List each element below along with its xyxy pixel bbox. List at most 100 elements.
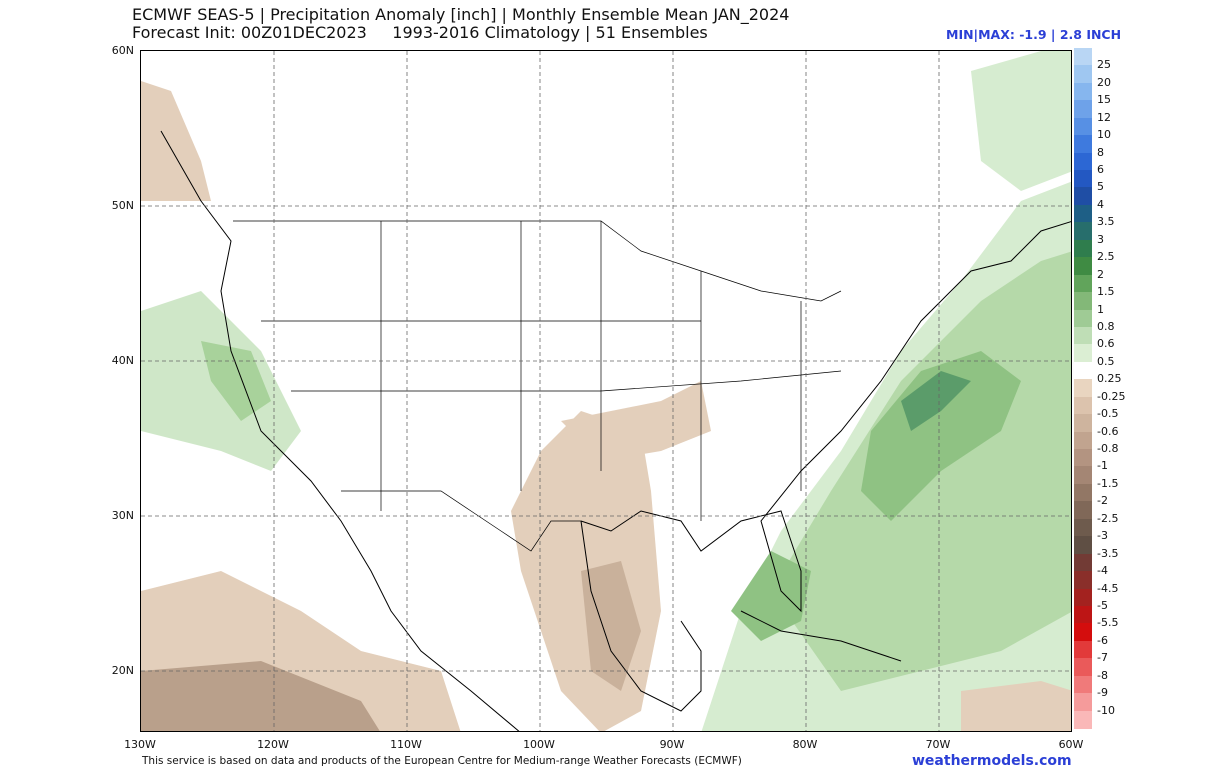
map-subtitle: Forecast Init: 00Z01DEC2023 1993-2016 Cl…	[132, 23, 708, 42]
legend-swatch	[1074, 309, 1092, 328]
lon-label-130w: 130W	[124, 738, 156, 751]
legend-label: -10	[1097, 703, 1115, 717]
legend-swatch	[1074, 501, 1092, 520]
legend-swatch	[1074, 675, 1092, 694]
lat-label-60n: 60N	[111, 44, 134, 57]
legend-swatch	[1074, 170, 1092, 189]
legend-label: -5.5	[1097, 616, 1119, 630]
legend-swatch	[1074, 431, 1092, 450]
lon-label-100w: 100W	[523, 738, 555, 751]
dry-anomaly-bc-coast	[141, 81, 211, 201]
legend-swatch	[1074, 414, 1092, 433]
legend-swatch	[1074, 693, 1092, 712]
legend-swatch	[1074, 65, 1092, 84]
lon-label-80w: 80W	[792, 738, 818, 751]
legend-label: -9	[1097, 686, 1108, 700]
legend-label: -4	[1097, 564, 1108, 578]
wet-anomaly-max	[901, 371, 971, 431]
legend-label: -7	[1097, 651, 1108, 665]
legend-label: -4.5	[1097, 581, 1119, 595]
legend-swatch	[1074, 605, 1092, 624]
legend-swatch	[1074, 222, 1092, 241]
map-title: ECMWF SEAS-5 | Precipitation Anomaly [in…	[132, 5, 790, 24]
legend-swatch	[1074, 466, 1092, 485]
lon-label-90w: 90W	[659, 738, 685, 751]
legend-swatch	[1074, 518, 1092, 537]
legend-label: 0.6	[1097, 337, 1115, 351]
legend-swatch	[1074, 553, 1092, 572]
precipitation-anomaly-map	[140, 50, 1072, 732]
legend-label: 5	[1097, 180, 1104, 194]
legend-swatch	[1074, 48, 1092, 67]
legend-swatch	[1074, 658, 1092, 677]
legend-label: 0.5	[1097, 354, 1115, 368]
legend-swatch	[1074, 536, 1092, 555]
map-canvas	[141, 51, 1071, 731]
legend-label: 1.5	[1097, 285, 1115, 299]
lon-label-110w: 110W	[390, 738, 422, 751]
legend-label: 12	[1097, 110, 1111, 124]
us-mexico-border	[341, 490, 581, 552]
lat-label-30n: 30N	[111, 509, 134, 522]
color-legend	[1074, 48, 1092, 729]
legend-swatch	[1074, 588, 1092, 607]
legend-label: -3.5	[1097, 546, 1119, 560]
legend-label: 15	[1097, 93, 1111, 107]
cuba-coastline	[740, 610, 902, 662]
legend-swatch	[1074, 379, 1092, 398]
atlantic-gulf-coastline	[580, 221, 1071, 613]
legend-label: -0.25	[1097, 389, 1126, 403]
legend-label: 25	[1097, 58, 1111, 72]
dry-anomaly-pacific-core	[141, 661, 380, 731]
legend-swatch	[1074, 100, 1092, 119]
legend-swatch	[1074, 239, 1092, 258]
lat-label-20n: 20N	[111, 664, 134, 677]
legend-swatch	[1074, 187, 1092, 206]
legend-label: 1	[1097, 302, 1104, 316]
legend-label: -2	[1097, 494, 1108, 508]
ecmwf-credit: This service is based on data and produc…	[142, 755, 742, 767]
lon-label-60w: 60W	[1058, 738, 1084, 751]
legend-label: -0.6	[1097, 424, 1119, 438]
legend-label: 10	[1097, 128, 1111, 142]
legend-swatch	[1074, 571, 1092, 590]
state-borders	[261, 221, 842, 521]
legend-swatch	[1074, 361, 1092, 380]
dry-anomaly-areas	[141, 81, 1071, 731]
lon-label-120w: 120W	[257, 738, 289, 751]
brand-link[interactable]: weathermodels.com	[912, 753, 1072, 769]
legend-swatch	[1074, 274, 1092, 293]
legend-swatch	[1074, 204, 1092, 223]
legend-label: 3	[1097, 232, 1104, 246]
legend-swatch	[1074, 326, 1092, 345]
legend-label: -0.8	[1097, 442, 1119, 456]
legend-swatch	[1074, 117, 1092, 136]
legend-label: -0.5	[1097, 407, 1119, 421]
lat-label-50n: 50N	[111, 199, 134, 212]
legend-swatch	[1074, 449, 1092, 468]
legend-label: -8	[1097, 668, 1108, 682]
us-canada-border	[233, 220, 842, 302]
legend-label: 2	[1097, 267, 1104, 281]
legend-label: 0.25	[1097, 372, 1122, 386]
legend-label: 6	[1097, 163, 1104, 177]
min-max-readout: MIN|MAX: -1.9 | 2.8 INCH	[946, 27, 1122, 42]
lon-label-70w: 70W	[925, 738, 951, 751]
graticule	[141, 51, 1071, 731]
legend-swatch	[1074, 292, 1092, 311]
legend-swatch	[1074, 82, 1092, 101]
dry-anomaly-southern-plains	[561, 381, 711, 461]
dry-anomaly-mexico-core	[581, 561, 641, 691]
pacific-coastline	[160, 130, 520, 731]
legend-label: -5	[1097, 598, 1108, 612]
legend-label: 0.8	[1097, 319, 1115, 333]
mexico-gulf-coastline	[580, 520, 702, 712]
legend-label: 20	[1097, 75, 1111, 89]
legend-label: 4	[1097, 197, 1104, 211]
coastlines	[160, 130, 1071, 731]
legend-swatch	[1074, 710, 1092, 729]
political-borders	[233, 220, 842, 552]
legend-label: -6	[1097, 633, 1108, 647]
legend-swatch	[1074, 623, 1092, 642]
legend-label: -2.5	[1097, 511, 1119, 525]
